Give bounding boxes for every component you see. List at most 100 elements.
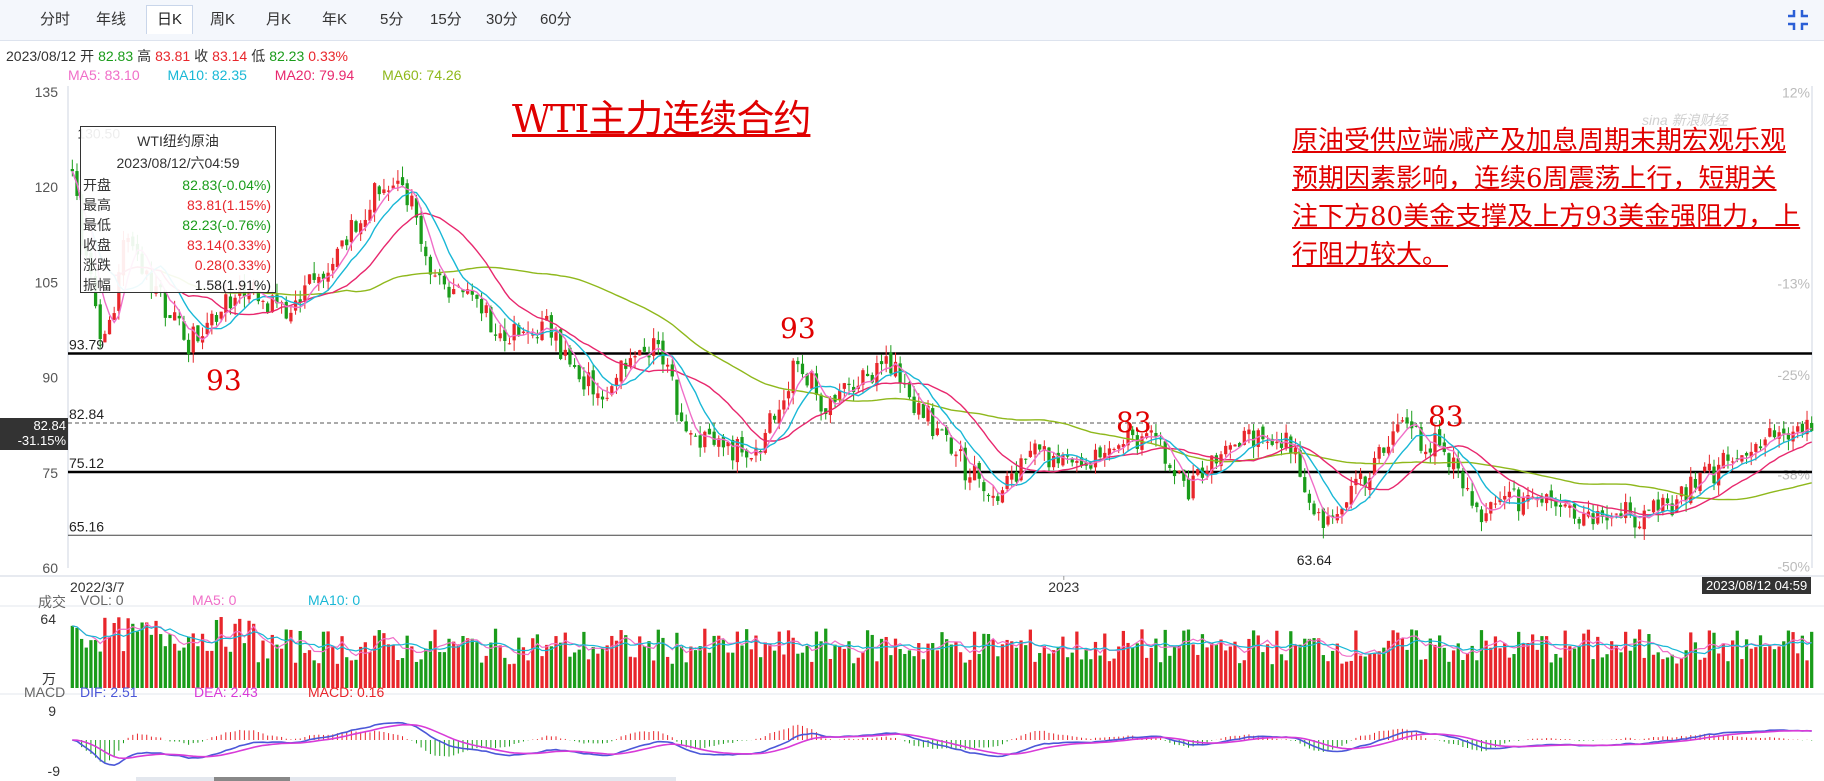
candle-body (1637, 526, 1642, 529)
volume-bar (749, 649, 753, 688)
volume-bar (1619, 652, 1623, 688)
volume-bar (954, 642, 958, 688)
candle-body (1107, 448, 1112, 456)
tab-7[interactable]: 15分 (430, 11, 462, 28)
volume-bar (182, 647, 186, 688)
volume-bar (1400, 638, 1405, 688)
candle-body (805, 373, 809, 386)
candle-body (470, 290, 474, 295)
candle-body (875, 363, 879, 385)
tab-0[interactable]: 分时 (40, 11, 71, 28)
volume-bar (205, 650, 209, 688)
volume-bar (279, 648, 284, 688)
candle-body (1651, 500, 1656, 513)
candle-body (307, 274, 312, 284)
label-93-left: 93 (206, 364, 242, 397)
tab-4[interactable]: 月K (266, 11, 292, 28)
volume-bar (521, 647, 526, 688)
candle-body (1730, 461, 1735, 463)
volume-bar (791, 637, 795, 688)
volume-bar (1535, 649, 1539, 688)
analysis-annotation: 原油受供应端减产及加息周期末期宏观乐观预期因素影响，连续6周震荡上行，短期关注下… (1292, 126, 1801, 270)
volume-bar (345, 657, 349, 688)
volume-bar (907, 650, 912, 688)
kline-chart[interactable]: 135 120 105 90 75 60 12% -13% -25% -38% -50% 93.79 8… (0, 40, 1824, 781)
volume-bar (912, 656, 916, 688)
candle-body (921, 403, 926, 418)
candle-body (228, 296, 233, 309)
candle-body (1577, 519, 1581, 524)
volume-bar (963, 662, 967, 688)
candle-body (1391, 431, 1395, 445)
volume-bar (1205, 647, 1209, 688)
candle-body (1079, 457, 1084, 467)
tooltip-row-label: 涨跌 (83, 257, 111, 273)
candle-body (717, 438, 721, 447)
candle-body (1419, 427, 1423, 451)
volume-bar (1289, 631, 1293, 688)
candle-body (1665, 498, 1670, 504)
tab-8[interactable]: 30分 (486, 11, 518, 28)
volume-bar (1554, 653, 1558, 688)
volume-bar (568, 656, 572, 688)
tab-3[interactable]: 周K (210, 11, 236, 28)
candle-body (475, 294, 479, 299)
tab-6[interactable]: 5分 (380, 11, 404, 28)
volume-bar (940, 632, 944, 688)
volume-bar (1214, 644, 1219, 688)
candle-body (1238, 442, 1242, 448)
candle-body (1563, 504, 1567, 507)
volume-bar (1117, 646, 1121, 688)
volume-bar (1517, 631, 1521, 688)
candle-body (414, 198, 419, 218)
volume-bar (745, 629, 749, 688)
volume-bar (1605, 654, 1609, 688)
y-tick-label: 60 (42, 560, 58, 576)
candle-body (1670, 503, 1674, 516)
tab-1[interactable]: 年线 (96, 11, 127, 28)
volume-bar (1572, 648, 1577, 688)
volume-bar (1461, 660, 1465, 688)
crosshair-time-tag: 2023/08/12 04:59 (1702, 577, 1812, 594)
candle-body (284, 301, 288, 319)
candle-body (1298, 450, 1302, 477)
volume-bar (721, 639, 726, 688)
candle-body (1512, 488, 1516, 490)
candle-body (354, 221, 358, 232)
tooltip-row-value: 1.58(1.91%) (194, 277, 271, 293)
candle-body (1400, 420, 1405, 422)
candle-body (1451, 457, 1456, 470)
candle-body (740, 437, 744, 453)
candle-body (1517, 489, 1521, 512)
volume-bar (145, 622, 149, 688)
volume-bar (810, 661, 814, 688)
volume-bar (1447, 661, 1451, 688)
info-open-label: 开 (80, 48, 95, 64)
candle-body (1210, 455, 1214, 475)
tab-9[interactable]: 60分 (540, 11, 572, 28)
volume-bar (1284, 660, 1288, 688)
volume-bar (977, 653, 981, 688)
candle-body (1414, 425, 1418, 427)
volume-bar (1256, 635, 1260, 688)
candle-body (1340, 508, 1344, 515)
label-93-mid: 93 (780, 312, 816, 345)
candle-body (563, 349, 567, 356)
candle-body (1354, 478, 1358, 486)
candle-body (772, 415, 777, 420)
volume-bar (1014, 647, 1019, 688)
collapse-icon[interactable] (1784, 6, 1812, 34)
volume-bar (1070, 652, 1074, 688)
candle-body (349, 220, 353, 243)
tab-5[interactable]: 年K (322, 11, 348, 28)
candle-body (1465, 488, 1470, 490)
volume-bar (949, 644, 953, 688)
volume-bar (1410, 629, 1414, 688)
volume-bar (284, 629, 288, 688)
volume-bar (1396, 632, 1400, 688)
volume-bar (396, 660, 400, 688)
tab-2[interactable]: 日K (146, 5, 194, 34)
candle-body (1368, 477, 1372, 491)
volume-bar (293, 662, 298, 688)
volume-bar (605, 645, 609, 688)
